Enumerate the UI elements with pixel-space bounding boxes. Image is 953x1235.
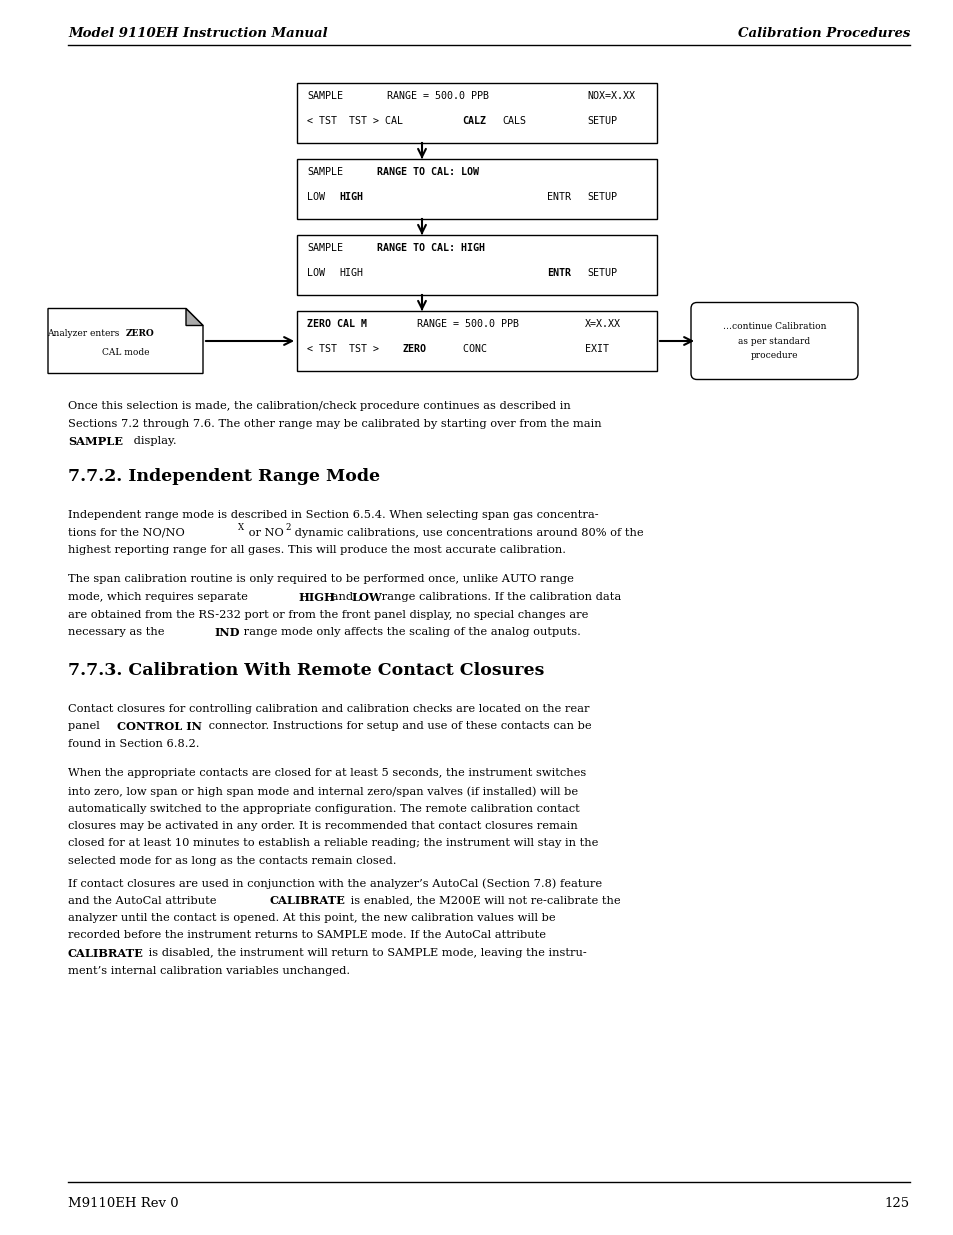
Text: CALIBRATE: CALIBRATE xyxy=(269,895,345,906)
Text: analyzer until the contact is opened. At this point, the new calibration values : analyzer until the contact is opened. At… xyxy=(68,913,555,923)
Text: LOW: LOW xyxy=(307,268,325,278)
Text: recorded before the instrument returns to SAMPLE mode. If the AutoCal attribute: recorded before the instrument returns t… xyxy=(68,930,545,941)
Text: 7.7.2. Independent Range Mode: 7.7.2. Independent Range Mode xyxy=(68,468,379,485)
FancyBboxPatch shape xyxy=(690,303,857,379)
Text: M9110EH Rev 0: M9110EH Rev 0 xyxy=(68,1197,178,1210)
Text: is enabled, the M200E will not re-calibrate the: is enabled, the M200E will not re-calibr… xyxy=(347,895,620,905)
Text: Analyzer enters: Analyzer enters xyxy=(48,329,126,337)
Text: < TST  TST > CAL: < TST TST > CAL xyxy=(307,116,402,126)
Polygon shape xyxy=(48,309,203,373)
Text: display.: display. xyxy=(130,436,176,446)
Text: Contact closures for controlling calibration and calibration checks are located : Contact closures for controlling calibra… xyxy=(68,704,589,714)
Text: CALIBRATE: CALIBRATE xyxy=(68,948,144,960)
Text: is disabled, the instrument will return to SAMPLE mode, leaving the instru-: is disabled, the instrument will return … xyxy=(145,948,586,958)
Text: CONTROL IN: CONTROL IN xyxy=(117,721,202,732)
Text: panel: panel xyxy=(68,721,103,731)
Text: CALZ: CALZ xyxy=(461,116,485,126)
Text: RANGE = 500.0 PPB: RANGE = 500.0 PPB xyxy=(416,319,518,329)
Text: 2: 2 xyxy=(285,522,291,532)
Text: SETUP: SETUP xyxy=(586,268,617,278)
Text: HIGH: HIGH xyxy=(338,191,363,203)
Text: If contact closures are used in conjunction with the analyzer’s AutoCal (Section: If contact closures are used in conjunct… xyxy=(68,878,601,888)
Text: SAMPLE: SAMPLE xyxy=(307,243,343,253)
Text: procedure: procedure xyxy=(750,352,798,361)
Text: automatically switched to the appropriate configuration. The remote calibration : automatically switched to the appropriat… xyxy=(68,804,579,814)
Text: RANGE TO CAL: LOW: RANGE TO CAL: LOW xyxy=(376,167,478,177)
Text: SETUP: SETUP xyxy=(586,191,617,203)
Text: ZERO: ZERO xyxy=(126,329,154,337)
Text: connector. Instructions for setup and use of these contacts can be: connector. Instructions for setup and us… xyxy=(205,721,591,731)
Text: selected mode for as long as the contacts remain closed.: selected mode for as long as the contact… xyxy=(68,856,396,866)
Bar xyxy=(296,159,657,219)
Text: CAL mode: CAL mode xyxy=(102,347,149,357)
Text: X=X.XX: X=X.XX xyxy=(584,319,620,329)
Text: EXIT: EXIT xyxy=(584,345,608,354)
Text: 125: 125 xyxy=(884,1197,909,1210)
Bar xyxy=(296,83,657,143)
Text: LOW: LOW xyxy=(307,191,325,203)
Text: SAMPLE: SAMPLE xyxy=(307,91,343,101)
Text: range mode only affects the scaling of the analog outputs.: range mode only affects the scaling of t… xyxy=(240,627,580,637)
Text: 7.7.3. Calibration With Remote Contact Closures: 7.7.3. Calibration With Remote Contact C… xyxy=(68,662,544,679)
Text: CONC: CONC xyxy=(444,345,486,354)
Text: SAMPLE: SAMPLE xyxy=(68,436,123,447)
Text: ZERO: ZERO xyxy=(402,345,427,354)
Text: NOX=X.XX: NOX=X.XX xyxy=(586,91,635,101)
Text: closed for at least 10 minutes to establish a reliable reading; the instrument w: closed for at least 10 minutes to establ… xyxy=(68,839,598,848)
Text: IND: IND xyxy=(213,627,239,638)
Text: mode, which requires separate: mode, which requires separate xyxy=(68,592,252,601)
Polygon shape xyxy=(186,309,203,326)
Text: and: and xyxy=(328,592,356,601)
Text: range calibrations. If the calibration data: range calibrations. If the calibration d… xyxy=(377,592,620,601)
Text: found in Section 6.8.2.: found in Section 6.8.2. xyxy=(68,739,199,748)
Text: The span calibration routine is only required to be performed once, unlike AUTO : The span calibration routine is only req… xyxy=(68,574,574,584)
Text: Once this selection is made, the calibration/check procedure continues as descri: Once this selection is made, the calibra… xyxy=(68,401,570,411)
Text: RANGE = 500.0 PPB: RANGE = 500.0 PPB xyxy=(387,91,489,101)
Text: Model 9110EH Instruction Manual: Model 9110EH Instruction Manual xyxy=(68,27,327,40)
Text: X: X xyxy=(237,522,243,532)
Text: ZERO CAL M: ZERO CAL M xyxy=(307,319,367,329)
Text: CALS: CALS xyxy=(501,116,525,126)
Text: as per standard: as per standard xyxy=(738,336,810,346)
Text: or NO: or NO xyxy=(245,527,283,537)
Text: SETUP: SETUP xyxy=(586,116,617,126)
Text: HIGH: HIGH xyxy=(297,592,335,603)
Text: SAMPLE: SAMPLE xyxy=(307,167,343,177)
Text: When the appropriate contacts are closed for at least 5 seconds, the instrument : When the appropriate contacts are closed… xyxy=(68,768,586,778)
Text: highest reporting range for all gases. This will produce the most accurate calib: highest reporting range for all gases. T… xyxy=(68,545,565,555)
Text: RANGE TO CAL: HIGH: RANGE TO CAL: HIGH xyxy=(376,243,484,253)
Text: < TST  TST >: < TST TST > xyxy=(307,345,378,354)
Text: LOW: LOW xyxy=(351,592,381,603)
Text: dynamic calibrations, use concentrations around 80% of the: dynamic calibrations, use concentrations… xyxy=(291,527,643,537)
Text: ment’s internal calibration variables unchanged.: ment’s internal calibration variables un… xyxy=(68,966,350,976)
Text: …continue Calibration: …continue Calibration xyxy=(722,321,825,331)
Text: tions for the NO/NO: tions for the NO/NO xyxy=(68,527,185,537)
Text: Calibration Procedures: Calibration Procedures xyxy=(737,27,909,40)
Text: are obtained from the RS-232 port or from the front panel display, no special ch: are obtained from the RS-232 port or fro… xyxy=(68,610,588,620)
Bar xyxy=(296,235,657,295)
Text: closures may be activated in any order. It is recommended that contact closures : closures may be activated in any order. … xyxy=(68,821,578,831)
Text: into zero, low span or high span mode and internal zero/span valves (if installe: into zero, low span or high span mode an… xyxy=(68,785,578,797)
Text: Sections 7.2 through 7.6. The other range may be calibrated by starting over fro: Sections 7.2 through 7.6. The other rang… xyxy=(68,419,601,429)
Text: necessary as the: necessary as the xyxy=(68,627,168,637)
Text: and the AutoCal attribute: and the AutoCal attribute xyxy=(68,895,220,905)
Bar xyxy=(296,311,657,370)
Text: ENTR: ENTR xyxy=(546,268,571,278)
Text: ENTR: ENTR xyxy=(546,191,571,203)
Text: HIGH: HIGH xyxy=(338,268,363,278)
Text: Independent range mode is described in Section 6.5.4. When selecting span gas co: Independent range mode is described in S… xyxy=(68,510,598,520)
